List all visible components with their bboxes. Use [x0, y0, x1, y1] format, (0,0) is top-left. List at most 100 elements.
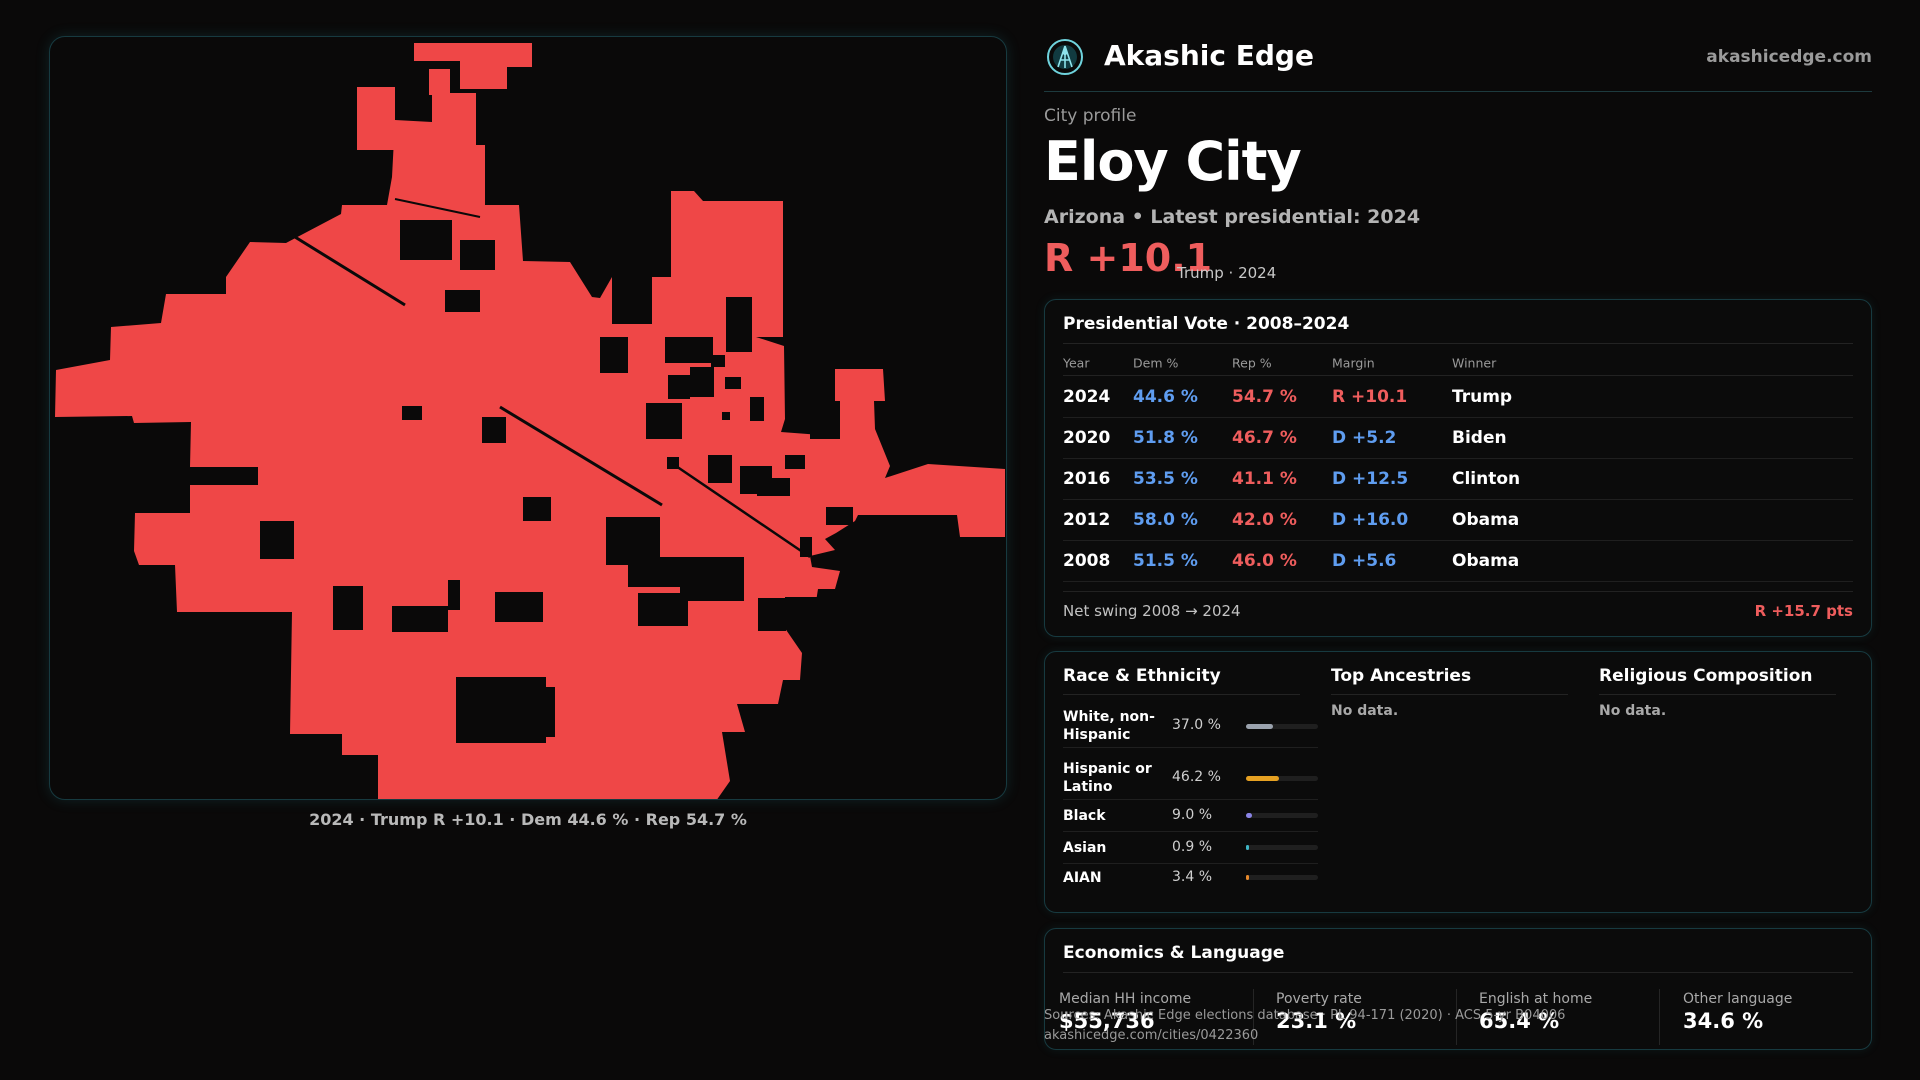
race-label: White, non-Hispanic: [1063, 709, 1155, 743]
column-header-year: Year: [1063, 355, 1090, 370]
vote-table-header: Year Dem % Rep % Margin Winner: [1063, 350, 1853, 376]
econ-divider: [1253, 989, 1254, 1045]
boundary-gap: [646, 403, 682, 439]
card-divider: [1063, 972, 1853, 973]
column-header-rep: Rep %: [1232, 355, 1272, 370]
econ-stat-poverty-rate: Poverty rate 23.1 %: [1262, 991, 1458, 1041]
econ-stat-value: $55,736: [1059, 1009, 1155, 1033]
race-label: AIAN: [1063, 870, 1102, 886]
cell-rep: 41.1 %: [1232, 469, 1297, 489]
econ-stat-label: Poverty rate: [1276, 991, 1362, 1007]
boundary-gap: [460, 240, 495, 270]
boundary-gap: [482, 417, 506, 443]
boundary-gap: [445, 290, 480, 312]
vote-card-title: Presidential Vote · 2008–2024: [1063, 314, 1350, 334]
net-swing-row: Net swing 2008 → 2024 R +15.7 pts: [1063, 591, 1853, 621]
boundary-cut-line: [394, 198, 481, 218]
race-row: Asian 0.9 %: [1063, 832, 1318, 864]
headline-margin: R +10.1: [1044, 236, 1213, 280]
top-ancestries-column: Top Ancestries No data.: [1313, 652, 1568, 914]
race-bar-fill: [1246, 875, 1249, 880]
section-eyebrow: City profile: [1044, 106, 1137, 126]
cell-dem: 44.6 %: [1133, 387, 1198, 407]
map-caption: 2024 · Trump R +10.1 · Dem 44.6 % · Rep …: [309, 810, 747, 829]
boundary-gap: [400, 220, 452, 260]
race-row: Black 9.0 %: [1063, 800, 1318, 832]
column-header-dem: Dem %: [1133, 355, 1179, 370]
race-bar-track: [1246, 776, 1318, 781]
religious-composition-empty: No data.: [1599, 703, 1667, 719]
boundary-gap: [708, 455, 732, 483]
race-percent: 9.0 %: [1172, 807, 1213, 823]
cell-dem: 58.0 %: [1133, 510, 1198, 530]
boundary-gap: [333, 755, 378, 799]
table-row: 2012 58.0 % 42.0 % D +16.0 Obama: [1063, 500, 1853, 541]
boundary-cut-line: [294, 235, 406, 307]
brand-url[interactable]: akashicedge.com: [1706, 47, 1872, 67]
cell-margin: D +5.6: [1332, 551, 1397, 571]
race-bar-fill: [1246, 845, 1249, 850]
table-row: 2020 51.8 % 46.7 % D +5.2 Biden: [1063, 418, 1853, 459]
city-subtitle: Arizona • Latest presidential: 2024: [1044, 206, 1421, 228]
race-percent: 0.9 %: [1172, 839, 1213, 855]
brand-name[interactable]: Akashic Edge: [1104, 39, 1314, 72]
cell-margin: D +12.5: [1332, 469, 1409, 489]
religious-composition-title: Religious Composition: [1599, 666, 1813, 686]
city-boundary-shapes: [55, 43, 1005, 799]
race-label: Black: [1063, 808, 1106, 824]
cell-rep: 42.0 %: [1232, 510, 1297, 530]
cell-winner: Biden: [1452, 428, 1507, 448]
boundary-gap: [665, 337, 713, 363]
boundary-gap: [785, 455, 805, 469]
cell-year: 2024: [1063, 387, 1111, 407]
cell-year: 2016: [1063, 469, 1111, 489]
demographics-card: Race & Ethnicity White, non-Hispanic 37.0…: [1044, 651, 1872, 913]
cell-rep: 54.7 %: [1232, 387, 1297, 407]
boundary-gap: [638, 593, 688, 626]
boundary-parcel: [414, 43, 532, 89]
cell-dem: 51.5 %: [1133, 551, 1198, 571]
boundary-gap: [750, 397, 764, 421]
column-divider: [1063, 694, 1300, 695]
cell-year: 2012: [1063, 510, 1111, 530]
net-swing-value: R +15.7 pts: [1754, 602, 1853, 620]
brand-header: Akashic Edge akashicedge.com: [1044, 36, 1872, 92]
boundary-gap: [260, 521, 294, 559]
cell-rep: 46.7 %: [1232, 428, 1297, 448]
race-label: Asian: [1063, 840, 1107, 856]
race-row: Hispanic or Latino 46.2 %: [1063, 748, 1318, 800]
net-swing-label: Net swing 2008 → 2024: [1063, 602, 1241, 620]
city-boundary-map[interactable]: [49, 36, 1007, 800]
boundary-gap: [810, 401, 840, 439]
cell-winner: Obama: [1452, 551, 1520, 571]
boundary-cut-line: [499, 405, 663, 507]
race-bar-fill: [1246, 724, 1273, 729]
boundary-gap: [523, 497, 551, 521]
boundary-gap: [711, 355, 725, 367]
race-percent: 46.2 %: [1172, 769, 1221, 785]
boundary-gap: [448, 580, 460, 610]
econ-stat-label: Other language: [1683, 991, 1793, 1007]
akashic-glyph-icon: [1047, 39, 1083, 75]
column-header-margin: Margin: [1332, 355, 1375, 370]
boundary-gap: [503, 687, 555, 737]
boundary-gap: [690, 367, 714, 397]
cell-dem: 53.5 %: [1133, 469, 1198, 489]
econ-stat-label: English at home: [1479, 991, 1593, 1007]
cell-dem: 51.8 %: [1133, 428, 1198, 448]
econ-stat-median-income: Median HH income $55,736: [1045, 991, 1241, 1041]
boundary-gap: [726, 297, 752, 352]
race-bar-fill: [1246, 776, 1279, 781]
boundary-parcel: [429, 69, 450, 95]
headline-margin-note: Trump · 2024: [1177, 264, 1277, 282]
city-page-link[interactable]: akashicedge.com/cities/0422360: [1044, 1028, 1259, 1043]
cell-margin: D +16.0: [1332, 510, 1409, 530]
boundary-gap: [722, 412, 730, 420]
boundary-gap: [785, 597, 825, 621]
column-divider: [1599, 694, 1836, 695]
cell-rep: 46.0 %: [1232, 551, 1297, 571]
column-header-winner: Winner: [1452, 355, 1497, 370]
source-citation: Sources: Akashic Edge elections database…: [1044, 1008, 1566, 1023]
race-bar-track: [1246, 813, 1318, 818]
race-bar-track: [1246, 724, 1318, 729]
